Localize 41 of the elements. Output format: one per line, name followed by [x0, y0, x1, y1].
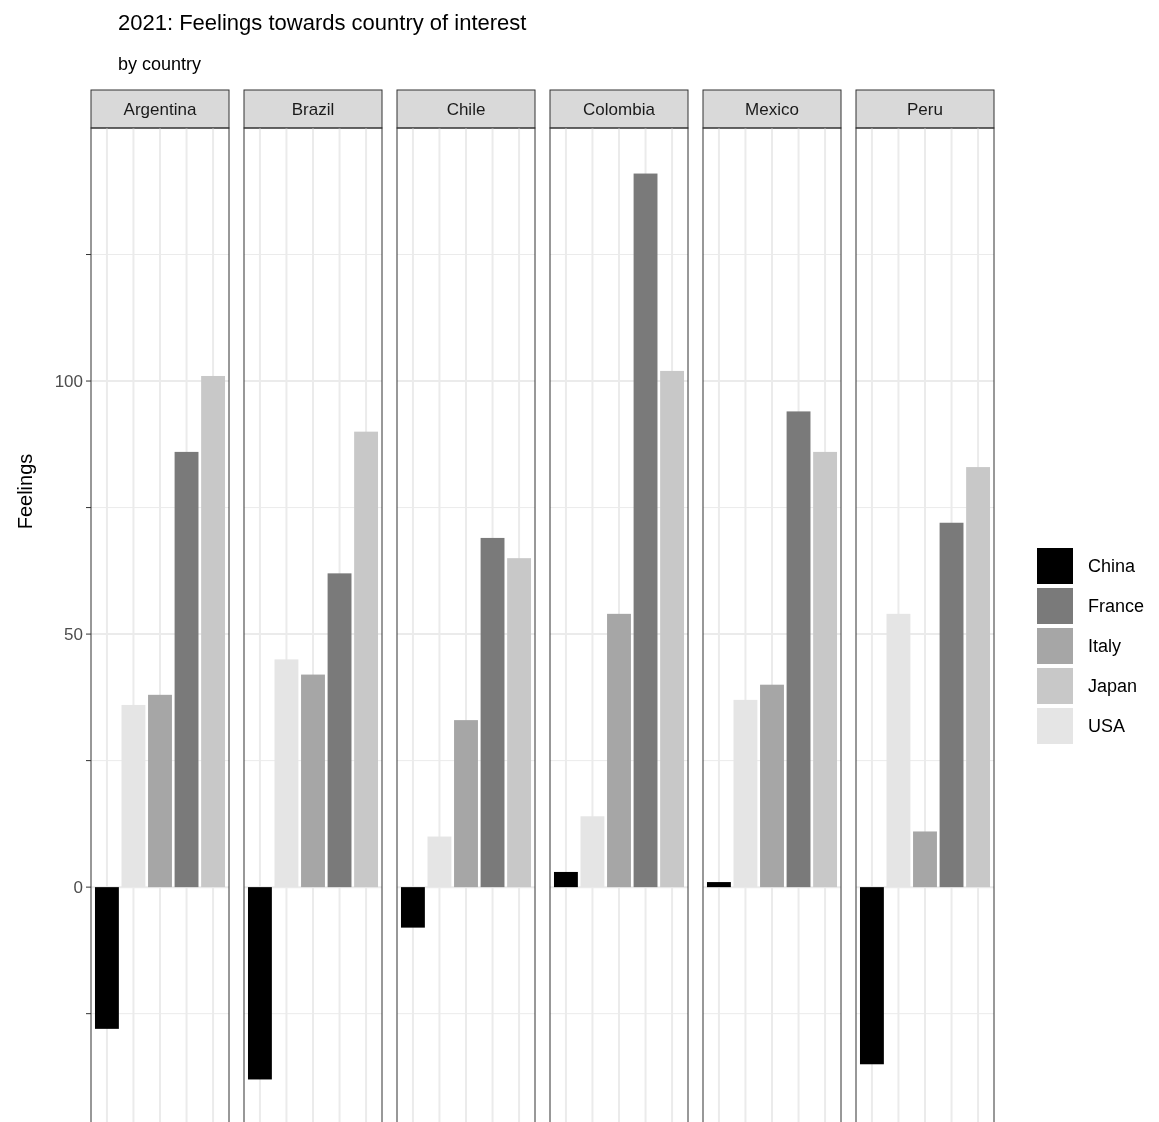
- x-tick-label: Colombia: [583, 99, 656, 119]
- bar: [660, 370, 685, 888]
- bar: [174, 451, 199, 888]
- bar: [859, 887, 884, 1065]
- chart-subtitle: by country: [118, 54, 202, 74]
- bar: [553, 871, 578, 888]
- x-tick-label: Mexico: [745, 99, 799, 119]
- x-tick-label: Brazil: [291, 99, 335, 119]
- y-axis-title: Feelings: [14, 453, 36, 530]
- bar: [148, 694, 172, 888]
- bar: [706, 882, 731, 888]
- bar: [201, 375, 226, 888]
- legend-label: France: [1088, 596, 1145, 617]
- bar: [480, 537, 505, 888]
- bar: [507, 558, 532, 888]
- legend-label: Japan: [1088, 676, 1138, 697]
- bar: [607, 613, 631, 888]
- x-tick-label: Chile: [446, 99, 486, 119]
- bar: [454, 720, 478, 888]
- bar: [633, 173, 658, 888]
- legend-label: USA: [1088, 716, 1126, 737]
- bar: [966, 467, 991, 888]
- bar: [354, 431, 379, 888]
- legend-label: China: [1088, 556, 1137, 577]
- y-tick-label: 100: [54, 372, 83, 391]
- bar: [813, 451, 838, 888]
- bar: [760, 684, 784, 888]
- x-tick-label: Argentina: [123, 99, 197, 119]
- bar: [913, 831, 937, 888]
- bar: [327, 573, 352, 888]
- bar: [786, 411, 811, 888]
- y-tick-label: 0: [73, 878, 83, 898]
- x-tick-label: Peru: [907, 99, 943, 119]
- bar: [301, 674, 325, 888]
- bar: [94, 887, 119, 1029]
- bar: [400, 887, 425, 928]
- legend-label: Italy: [1088, 636, 1122, 657]
- y-tick-label: 50: [64, 625, 83, 645]
- bar: [939, 522, 964, 888]
- bar: [247, 887, 272, 1080]
- chart-title: 2021: Feelings towards country of interest: [118, 10, 527, 35]
